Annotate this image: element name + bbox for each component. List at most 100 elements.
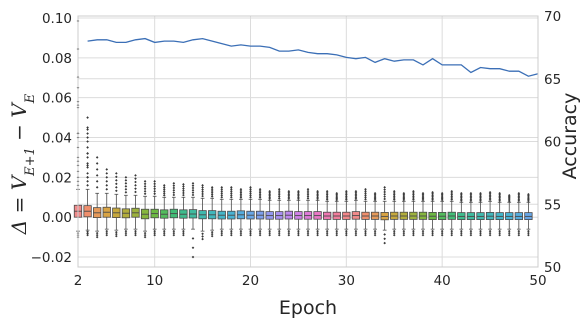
x-tick-label: 50 xyxy=(529,273,546,289)
box-outlier xyxy=(162,229,166,233)
box-outlier xyxy=(354,190,358,193)
box-outlier xyxy=(277,231,281,235)
box-outlier xyxy=(412,194,415,198)
box-outlier xyxy=(402,194,406,198)
box-outlier xyxy=(268,195,271,199)
box-outlier xyxy=(469,191,473,195)
box-outlier xyxy=(460,191,463,195)
box-epoch xyxy=(524,192,533,237)
box-epoch xyxy=(466,191,476,237)
y-right-tick-label: 50 xyxy=(544,260,561,276)
box-outlier xyxy=(105,231,109,235)
box-outlier xyxy=(297,195,300,199)
box-epoch xyxy=(380,186,389,245)
box-outlier xyxy=(201,190,204,194)
box-outlier xyxy=(316,194,319,198)
box-outlier xyxy=(345,190,348,193)
box-outlier xyxy=(345,194,348,198)
box-outlier xyxy=(230,186,233,189)
box-outlier xyxy=(373,197,377,200)
box-outlier xyxy=(383,195,386,198)
box-outlier xyxy=(306,188,310,191)
box-outlier xyxy=(86,132,89,135)
box-outlier xyxy=(86,126,89,129)
box-outlier xyxy=(105,168,109,171)
box-outlier xyxy=(354,229,358,233)
box-outlier xyxy=(325,229,329,233)
box-outlier xyxy=(440,194,444,198)
box-outlier xyxy=(383,197,386,201)
box-outlier xyxy=(373,194,377,198)
box-outlier xyxy=(306,229,310,233)
box-outlier xyxy=(249,188,252,191)
box-outlier xyxy=(134,233,137,237)
box-outlier xyxy=(210,193,214,196)
box-epoch xyxy=(284,190,293,237)
box-epoch xyxy=(294,190,303,237)
box-outlier xyxy=(115,175,118,179)
box-outlier xyxy=(469,229,473,233)
box-outlier xyxy=(182,189,185,193)
box-outlier xyxy=(469,196,473,200)
box-outlier xyxy=(431,196,434,200)
box-outlier xyxy=(182,185,185,188)
box-outlier xyxy=(498,191,501,195)
box-outlier xyxy=(258,191,262,194)
box-outlier xyxy=(412,229,415,233)
box-outlier xyxy=(325,231,329,235)
box-epoch xyxy=(246,186,255,237)
box-outlier xyxy=(450,191,454,195)
box-outlier xyxy=(134,229,137,233)
box-outlier xyxy=(373,193,377,196)
box-outlier xyxy=(249,229,252,233)
box-outlier xyxy=(153,180,156,183)
box-outlier xyxy=(325,196,329,200)
box-outlier xyxy=(86,184,89,187)
box-outlier xyxy=(210,189,214,193)
box-outlier xyxy=(450,229,454,233)
box-epoch xyxy=(399,191,408,237)
y-axis-left-label-part: Δ = V xyxy=(7,173,31,235)
box-outlier xyxy=(201,232,204,236)
box-outlier xyxy=(450,233,454,237)
box-outlier xyxy=(392,190,396,193)
box-epoch xyxy=(121,176,131,237)
box-outlier xyxy=(105,184,109,187)
box-outlier xyxy=(115,189,118,193)
box-outlier xyxy=(191,182,195,185)
box-outlier xyxy=(143,231,147,235)
box-outlier xyxy=(421,198,425,202)
box-outlier xyxy=(392,233,396,237)
y-left-tick-label: −0.02 xyxy=(31,250,72,266)
box-outlier xyxy=(527,195,530,199)
box-outlier xyxy=(325,193,329,196)
box-outlier xyxy=(249,186,252,189)
box-outlier xyxy=(124,188,128,191)
box-outlier xyxy=(105,229,109,233)
box-outlier xyxy=(527,233,530,237)
box-outlier xyxy=(517,193,521,197)
box-outlier xyxy=(335,233,339,237)
box-outlier xyxy=(316,192,319,196)
y-axis-left-label: Δ = VE+1 − VE xyxy=(7,93,38,235)
y-left-tick-label: 0.08 xyxy=(42,51,72,67)
box-outlier xyxy=(258,188,262,191)
box-epoch xyxy=(351,190,361,237)
box-outlier xyxy=(383,188,386,191)
box-outlier xyxy=(277,195,281,198)
box-outlier xyxy=(258,231,262,235)
box-outlier xyxy=(239,229,243,233)
box-outlier xyxy=(460,197,463,201)
box-outlier xyxy=(182,233,185,237)
box-epoch xyxy=(140,180,150,239)
box-outlier xyxy=(172,231,176,235)
box-outlier xyxy=(287,195,291,199)
box-outlier xyxy=(86,152,89,155)
box-outlier xyxy=(230,193,233,197)
box-outlier xyxy=(479,233,482,237)
box-outlier xyxy=(277,188,281,191)
x-tick-label: 40 xyxy=(434,273,451,289)
box-outlier xyxy=(364,191,367,195)
box-outlier xyxy=(143,185,147,188)
